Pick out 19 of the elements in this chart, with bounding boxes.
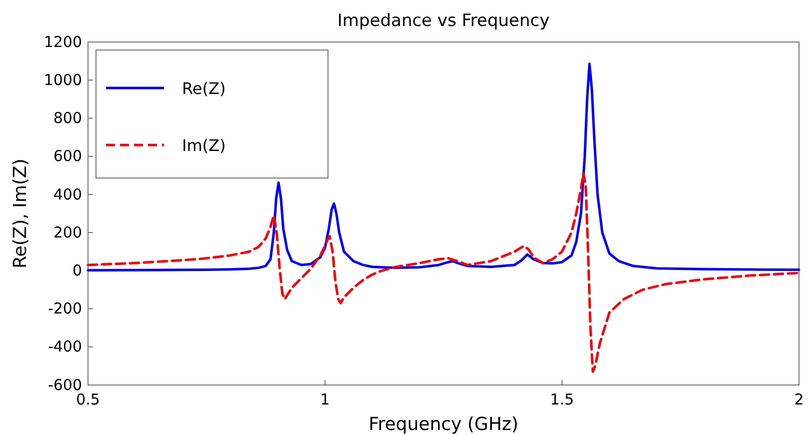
y-tick-label: 600 xyxy=(53,147,82,166)
x-tick-label: 1.5 xyxy=(550,390,574,408)
x-tick-label: 2 xyxy=(794,390,804,408)
y-axis-title: Re(Z), Im(Z) xyxy=(10,158,31,268)
x-tick-label: 1 xyxy=(320,390,330,408)
y-tick-label: 1200 xyxy=(44,32,82,51)
y-tick-label: -200 xyxy=(48,300,82,318)
x-axis-title: Frequency (GHz) xyxy=(368,414,518,435)
y-tick-label: 400 xyxy=(53,185,82,204)
legend-label: Im(Z) xyxy=(182,136,226,155)
chart-title: Impedance vs Frequency xyxy=(337,11,550,31)
y-tick-label: -400 xyxy=(48,338,82,356)
y-tick-label: 800 xyxy=(53,109,82,128)
line-series xyxy=(86,172,800,373)
legend-label: Re(Z) xyxy=(182,79,226,98)
y-tick-label: 0 xyxy=(72,261,82,280)
y-tick-label: 200 xyxy=(53,223,82,242)
line-series xyxy=(86,62,800,272)
y-tick-label: 1000 xyxy=(44,70,82,89)
